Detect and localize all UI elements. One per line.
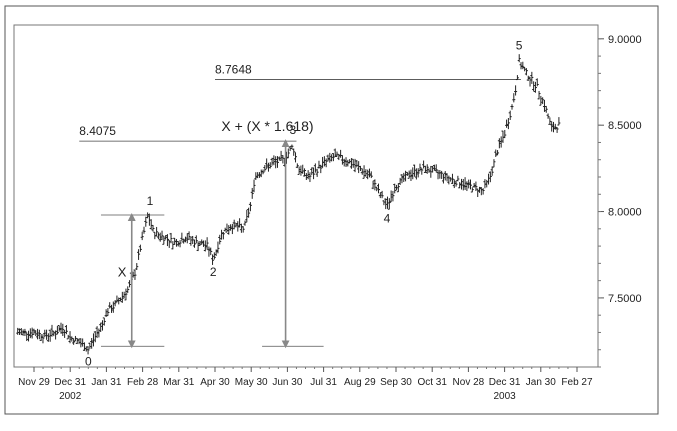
wave-label-1: 1 (147, 194, 154, 208)
wave-label-3: 3 (289, 123, 296, 137)
x-tick-label: Nov 28 (453, 377, 485, 388)
x-tick-label: Sep 30 (380, 377, 412, 388)
x-tick-label: Oct 31 (417, 377, 447, 388)
fibonacci-levels: 8.4075 8.7648 (79, 62, 521, 142)
x-tick-label: Dec 31 (489, 377, 521, 388)
x-year-label: 2002 (59, 391, 82, 402)
wave-label-4: 4 (384, 211, 391, 225)
x-tick-label: Apr 30 (200, 377, 230, 388)
y-tick-label: 9.0000 (608, 34, 642, 46)
x-tick-label: Jul 31 (310, 377, 337, 388)
level-label-8-7648: 8.7648 (215, 62, 252, 76)
level-label-8-4075: 8.4075 (79, 124, 116, 138)
y-tick-label: 7.5000 (608, 293, 642, 305)
wave-label-2: 2 (210, 265, 217, 279)
x-tick-label: May 30 (235, 377, 268, 388)
y-axis: 7.5000 8.0000 8.5000 9.0000 (598, 34, 642, 368)
formula-label: X + (X * 1.618) (221, 118, 313, 134)
y-tick-label: 8.0000 (608, 207, 642, 219)
y-tick-label: 8.5000 (608, 120, 642, 132)
price-bars (16, 54, 561, 355)
wave-label-0: 0 (85, 355, 92, 369)
x-axis: Nov 29 Dec 31 Jan 31 Feb 28 Mar 31 Apr 30 May … (18, 367, 593, 402)
annotations: X X + (X * 1.618) 0 1 2 3 4 5 (85, 38, 523, 368)
x-tick-label: Feb 28 (127, 377, 159, 388)
x-tick-label: Dec 31 (54, 377, 86, 388)
x-label: X (118, 265, 127, 280)
x-tick-label: Feb 27 (561, 377, 593, 388)
x-tick-label: Jun 30 (272, 377, 302, 388)
wave-label-5: 5 (516, 38, 523, 52)
x-tick-label: Jan 30 (526, 377, 556, 388)
x-tick-label: Nov 29 (18, 377, 50, 388)
x-year-label: 2003 (493, 391, 516, 402)
x-tick-label: Jan 31 (91, 377, 121, 388)
x-tick-label: Aug 29 (344, 377, 376, 388)
x-tick-label: Mar 31 (163, 377, 195, 388)
chart-frame (4, 5, 659, 415)
